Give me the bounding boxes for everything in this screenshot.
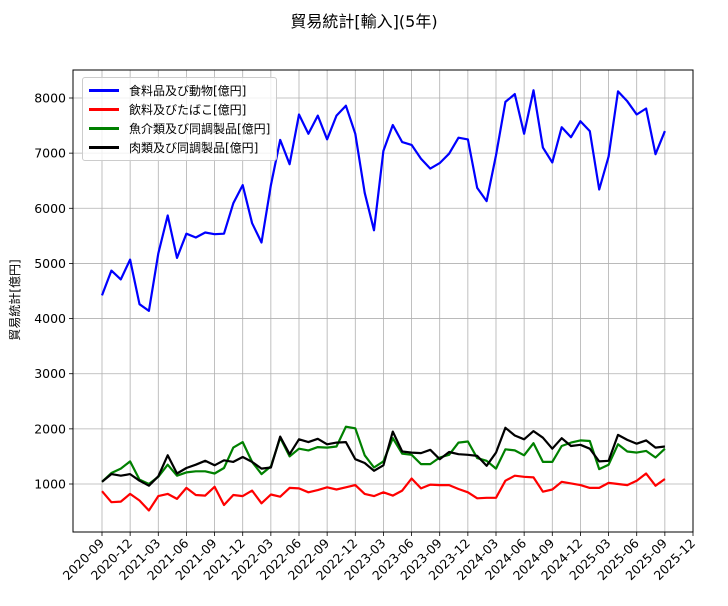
- legend: 食料品及び動物[億円] 飲料及びたばこ[億円] 魚介類及び同調製品[億円] 肉類…: [82, 77, 278, 161]
- legend-line-icon: [89, 127, 119, 130]
- legend-line-icon: [89, 89, 119, 92]
- y-axis-label: 貿易統計[億円]: [7, 259, 22, 340]
- legend-label: 食料品及び動物[億円]: [129, 84, 247, 98]
- y-tick-label: 6000: [34, 201, 66, 216]
- y-tick-label: 4000: [34, 311, 66, 326]
- y-tick-label: 8000: [34, 91, 66, 106]
- y-tick-label: 2000: [34, 421, 66, 436]
- series-line: [101, 426, 666, 487]
- legend-label: 魚介類及び同調製品[億円]: [129, 122, 271, 136]
- series-line: [100, 89, 666, 312]
- y-tick-label: 3000: [34, 366, 66, 381]
- chart-title: 貿易統計[輸入](5年): [290, 12, 438, 31]
- legend-item: 食料品及び動物[億円]: [89, 81, 270, 100]
- legend-item: 飲料及びたばこ[億円]: [89, 100, 270, 119]
- legend-label: 肉類及び同調製品[億円]: [129, 141, 259, 155]
- y-tick-label: 1000: [34, 477, 66, 492]
- y-tick-label: 7000: [34, 146, 66, 161]
- legend-label: 飲料及びたばこ[億円]: [129, 103, 247, 117]
- y-tick-label: 5000: [34, 256, 66, 271]
- legend-item: 肉類及び同調製品[億円]: [89, 138, 270, 157]
- legend-item: 魚介類及び同調製品[億円]: [89, 119, 270, 138]
- plot-frame: [72, 69, 694, 533]
- series-line: [101, 472, 666, 512]
- legend-line-icon: [89, 108, 119, 111]
- legend-line-icon: [89, 146, 119, 149]
